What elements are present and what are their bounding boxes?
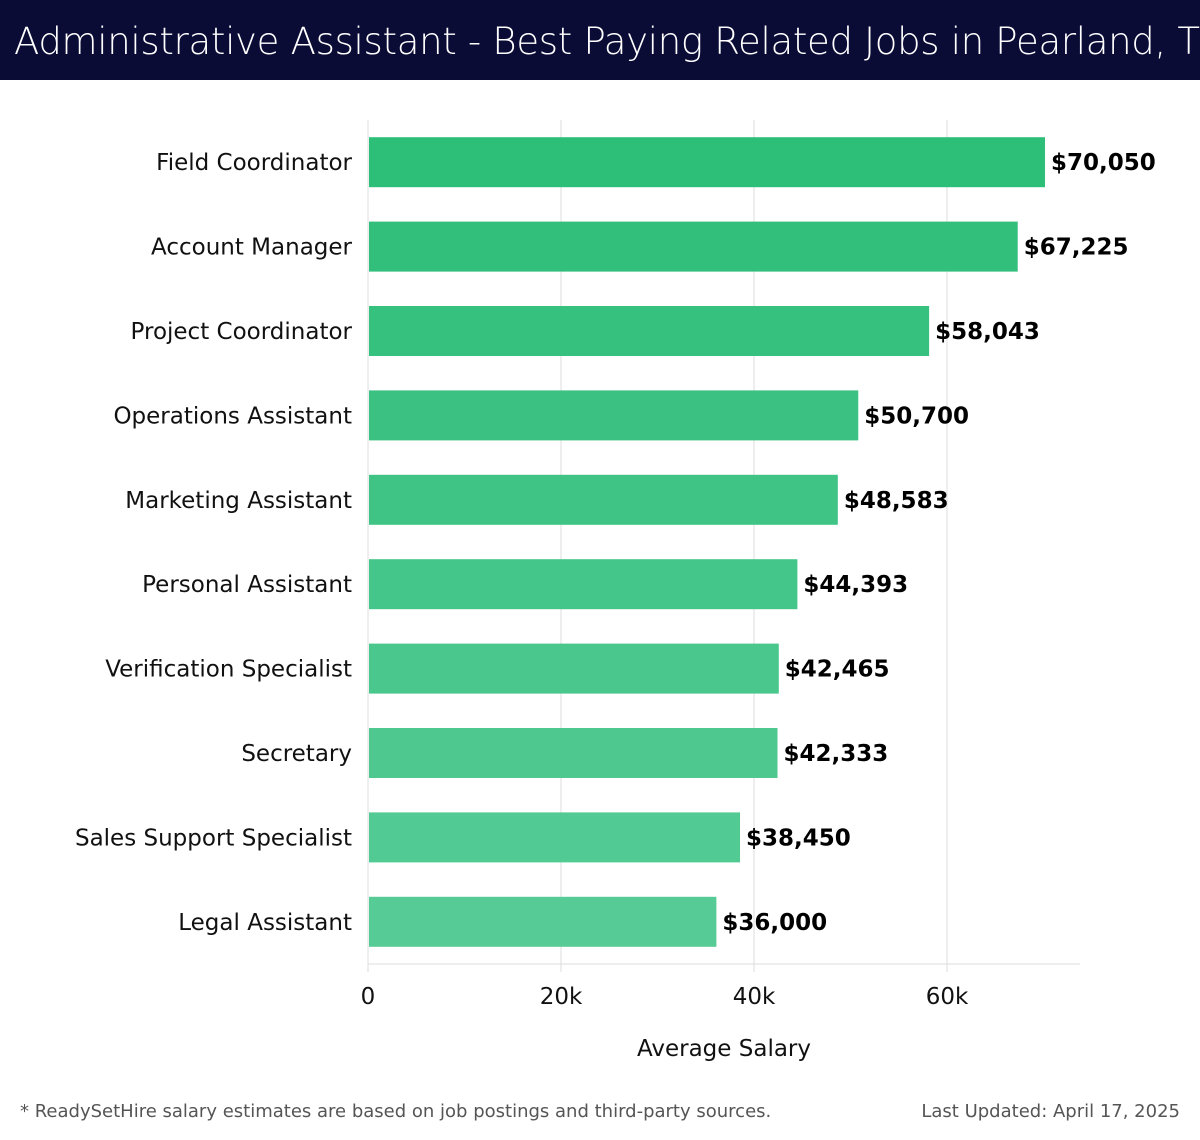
footnote: * ReadySetHire salary estimates are base… xyxy=(20,1101,772,1122)
x-tick-label: 20k xyxy=(540,984,583,1010)
y-tick-label: Marketing Assistant xyxy=(125,488,352,514)
y-tick-label: Secretary xyxy=(241,741,352,767)
last-updated: Last Updated: April 17, 2025 xyxy=(921,1101,1180,1122)
data-label: $50,700 xyxy=(864,403,969,429)
bar xyxy=(369,221,1018,272)
bar xyxy=(369,306,930,356)
y-tick-label: Account Manager xyxy=(151,235,353,261)
bar xyxy=(369,643,779,694)
data-label: $67,225 xyxy=(1024,235,1129,261)
data-label: $44,393 xyxy=(803,572,908,598)
chart-title: Administrative Assistant - Best Paying R… xyxy=(14,20,1200,63)
bar xyxy=(369,390,859,441)
bar xyxy=(369,474,838,525)
y-tick-label: Legal Assistant xyxy=(178,910,352,936)
data-label: $70,050 xyxy=(1051,150,1156,176)
bar xyxy=(369,559,798,610)
data-label: $42,465 xyxy=(785,657,890,683)
bar xyxy=(369,728,778,778)
y-tick-label: Project Coordinator xyxy=(131,319,353,345)
y-tick-label: Operations Assistant xyxy=(113,403,352,429)
bar xyxy=(369,896,717,947)
x-tick-label: 0 xyxy=(361,984,376,1010)
x-tick-label: 60k xyxy=(926,984,969,1010)
y-tick-label: Verification Specialist xyxy=(105,657,352,683)
y-tick-label: Field Coordinator xyxy=(156,150,352,176)
data-label: $48,583 xyxy=(844,488,949,514)
data-label: $58,043 xyxy=(935,319,1040,345)
x-tick-label: 40k xyxy=(733,984,776,1010)
data-label: $38,450 xyxy=(746,825,851,851)
bar xyxy=(369,137,1045,188)
bar xyxy=(369,812,741,863)
y-tick-label: Sales Support Specialist xyxy=(75,825,352,851)
y-tick-label: Personal Assistant xyxy=(142,572,352,598)
title-bar: Administrative Assistant - Best Paying R… xyxy=(0,0,1200,80)
data-label: $42,333 xyxy=(784,741,889,767)
x-axis-title: Average Salary xyxy=(637,1036,811,1062)
data-label: $36,000 xyxy=(722,910,827,936)
